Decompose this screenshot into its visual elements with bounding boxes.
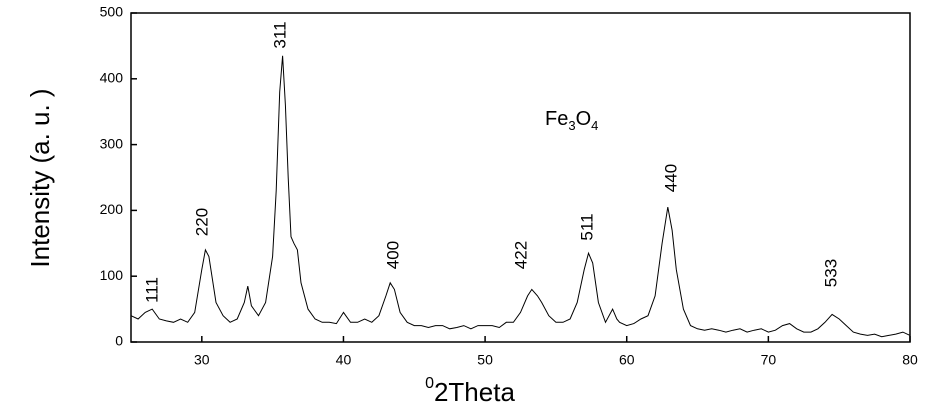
x-tick-label: 40: [336, 352, 352, 368]
peak-label: 220: [192, 208, 211, 236]
x-tick-label: 80: [902, 352, 918, 368]
x-tick-label: 70: [761, 352, 777, 368]
y-axis-label: Intensity (a. u. ): [25, 88, 55, 267]
y-tick-label: 200: [100, 201, 124, 217]
y-tick-label: 400: [100, 70, 124, 86]
peak-label: 400: [383, 241, 402, 269]
y-tick-label: 100: [100, 267, 124, 283]
y-tick-label: 500: [100, 4, 124, 20]
plot-frame: [130, 12, 911, 343]
x-tick-label: 60: [619, 352, 635, 368]
peak-label: 311: [270, 21, 289, 48]
x-axis-label: 02Theta: [425, 375, 515, 407]
peak-label: 533: [821, 259, 840, 287]
peak-label: 440: [661, 164, 680, 192]
x-tick-label: 30: [194, 352, 210, 368]
pattern-line: [130, 55, 911, 338]
y-tick-label: 0: [115, 333, 123, 349]
peak-label: 511: [577, 213, 596, 240]
formula: Fe3O4: [545, 108, 598, 133]
x-tick-label: 50: [477, 352, 493, 368]
y-tick-label: 300: [100, 135, 124, 151]
peak-label: 422: [511, 241, 530, 269]
peak-label: 111: [142, 277, 161, 303]
